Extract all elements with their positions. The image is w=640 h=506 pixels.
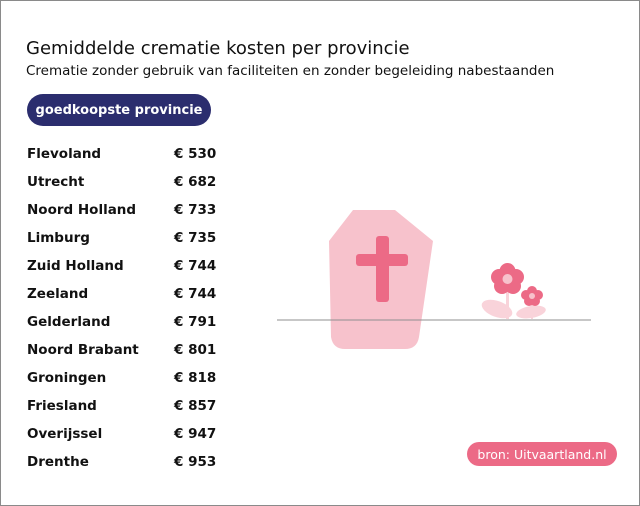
province-price: € 682 xyxy=(174,174,217,190)
province-price: € 744 xyxy=(174,286,217,302)
province-name: Limburg xyxy=(27,230,90,246)
province-name: Noord Holland xyxy=(27,202,137,218)
table-row: Flevoland € 530 xyxy=(27,141,227,169)
province-name: Overijssel xyxy=(27,426,103,442)
cremation-illustration xyxy=(277,210,591,349)
table-row: Noord Brabant € 801 xyxy=(27,337,227,365)
table-row: Groningen € 818 xyxy=(27,365,227,393)
chart-subtitle: Crematie zonder gebruik van faciliteiten… xyxy=(26,63,555,79)
province-name: Friesland xyxy=(27,398,97,414)
province-price: € 733 xyxy=(174,202,217,218)
province-name: Gelderland xyxy=(27,314,111,330)
province-name: Flevoland xyxy=(27,146,102,162)
table-row: Drenthe € 953 xyxy=(27,449,227,477)
province-name: Utrecht xyxy=(27,174,85,190)
province-name: Noord Brabant xyxy=(27,342,139,358)
province-price: € 744 xyxy=(174,258,217,274)
chart-title: Gemiddelde crematie kosten per provincie xyxy=(26,38,410,59)
province-price: € 801 xyxy=(174,342,217,358)
province-price: € 818 xyxy=(174,370,217,386)
province-name: Drenthe xyxy=(27,454,89,470)
province-name: Zeeland xyxy=(27,286,89,302)
cross-icon xyxy=(356,236,408,302)
table-row: Zuid Holland € 744 xyxy=(27,253,227,281)
table-row: Zeeland € 744 xyxy=(27,281,227,309)
province-price: € 953 xyxy=(174,454,217,470)
province-price: € 735 xyxy=(174,230,217,246)
table-row: Overijssel € 947 xyxy=(27,421,227,449)
province-name: Zuid Holland xyxy=(27,258,124,274)
cheapest-province-badge: goedkoopste provincie xyxy=(27,94,211,126)
table-row: Utrecht € 682 xyxy=(27,169,227,197)
table-row: Friesland € 857 xyxy=(27,393,227,421)
table-row: Limburg € 735 xyxy=(27,225,227,253)
province-price: € 857 xyxy=(174,398,217,414)
province-price: € 791 xyxy=(174,314,217,330)
province-price: € 530 xyxy=(174,146,217,162)
province-name: Groningen xyxy=(27,370,107,386)
table-row: Noord Holland € 733 xyxy=(27,197,227,225)
flower-icon xyxy=(481,263,546,319)
table-row: Gelderland € 791 xyxy=(27,309,227,337)
province-price: € 947 xyxy=(174,426,217,442)
source-badge: bron: Uitvaartland.nl xyxy=(467,442,617,466)
